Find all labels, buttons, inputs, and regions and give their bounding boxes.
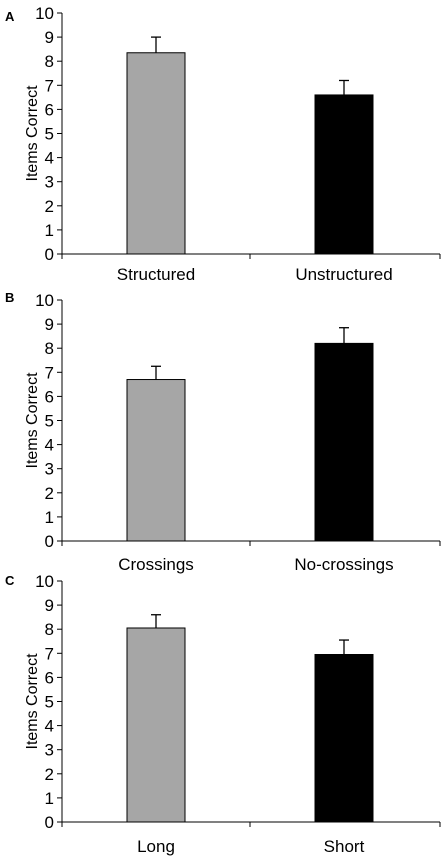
y-tick-label: 6 — [45, 387, 54, 406]
y-tick-label: 7 — [45, 363, 54, 382]
y-axis-title: Items Correct — [24, 85, 41, 182]
y-tick-label: 3 — [45, 460, 54, 479]
y-tick-label: 5 — [45, 412, 54, 431]
bar-long — [126, 627, 186, 823]
bar-short — [314, 654, 374, 823]
panel-letter: B — [5, 290, 14, 305]
y-tick-label: 2 — [45, 484, 54, 503]
y-tick-label: 1 — [45, 508, 54, 527]
y-tick-label: 7 — [45, 76, 54, 95]
y-tick-label: 4 — [45, 717, 54, 736]
y-tick-label: 5 — [45, 693, 54, 712]
bar-unstructured — [314, 94, 374, 255]
y-tick-label: 5 — [45, 125, 54, 144]
bar-no-crossings — [314, 342, 374, 542]
y-tick-label: 10 — [35, 572, 54, 591]
panel-letter: C — [5, 573, 15, 588]
y-tick-label: 8 — [45, 339, 54, 358]
y-tick-label: 10 — [35, 4, 54, 23]
y-tick-label: 0 — [45, 813, 54, 832]
x-category-label: Crossings — [118, 555, 194, 574]
y-tick-label: 7 — [45, 644, 54, 663]
y-axis-title: Items Correct — [24, 372, 41, 469]
y-tick-label: 1 — [45, 789, 54, 808]
y-tick-label: 1 — [45, 221, 54, 240]
x-category-label: No-crossings — [294, 555, 393, 574]
y-tick-label: 0 — [45, 532, 54, 551]
y-tick-label: 8 — [45, 620, 54, 639]
y-tick-label: 3 — [45, 741, 54, 760]
y-axis-title: Items Correct — [24, 653, 41, 750]
chart-panel-a: A 0 1 2 3 4 5 6 7 8 9 10 Items Correct Structured Unst… — [5, 4, 441, 284]
y-tick-label: 10 — [35, 291, 54, 310]
y-tick-label: 3 — [45, 173, 54, 192]
y-tick-label: 4 — [45, 436, 54, 455]
bar-structured — [126, 52, 186, 255]
y-tick-label: 4 — [45, 149, 54, 168]
y-tick-label: 0 — [45, 245, 54, 264]
y-tick-label: 6 — [45, 668, 54, 687]
x-category-label: Structured — [117, 265, 195, 284]
bar-crossings — [126, 379, 186, 542]
x-category-label: Short — [324, 837, 365, 856]
y-tick-label: 9 — [45, 315, 54, 334]
y-tick-label: 9 — [45, 596, 54, 615]
y-tick-label: 9 — [45, 28, 54, 47]
y-tick-label: 2 — [45, 765, 54, 784]
y-tick-label: 2 — [45, 197, 54, 216]
x-category-label: Unstructured — [295, 265, 392, 284]
y-tick-label: 8 — [45, 52, 54, 71]
chart-panel-b: B 0 1 2 3 4 5 6 7 8 9 10 Items Correct Crossings No-cr… — [5, 290, 441, 574]
x-category-label: Long — [137, 837, 175, 856]
chart-panel-c: C 0 1 2 3 4 5 6 7 8 9 10 Items Correct Long Short — [5, 572, 441, 856]
y-tick-label: 6 — [45, 100, 54, 119]
panel-letter: A — [5, 9, 15, 24]
